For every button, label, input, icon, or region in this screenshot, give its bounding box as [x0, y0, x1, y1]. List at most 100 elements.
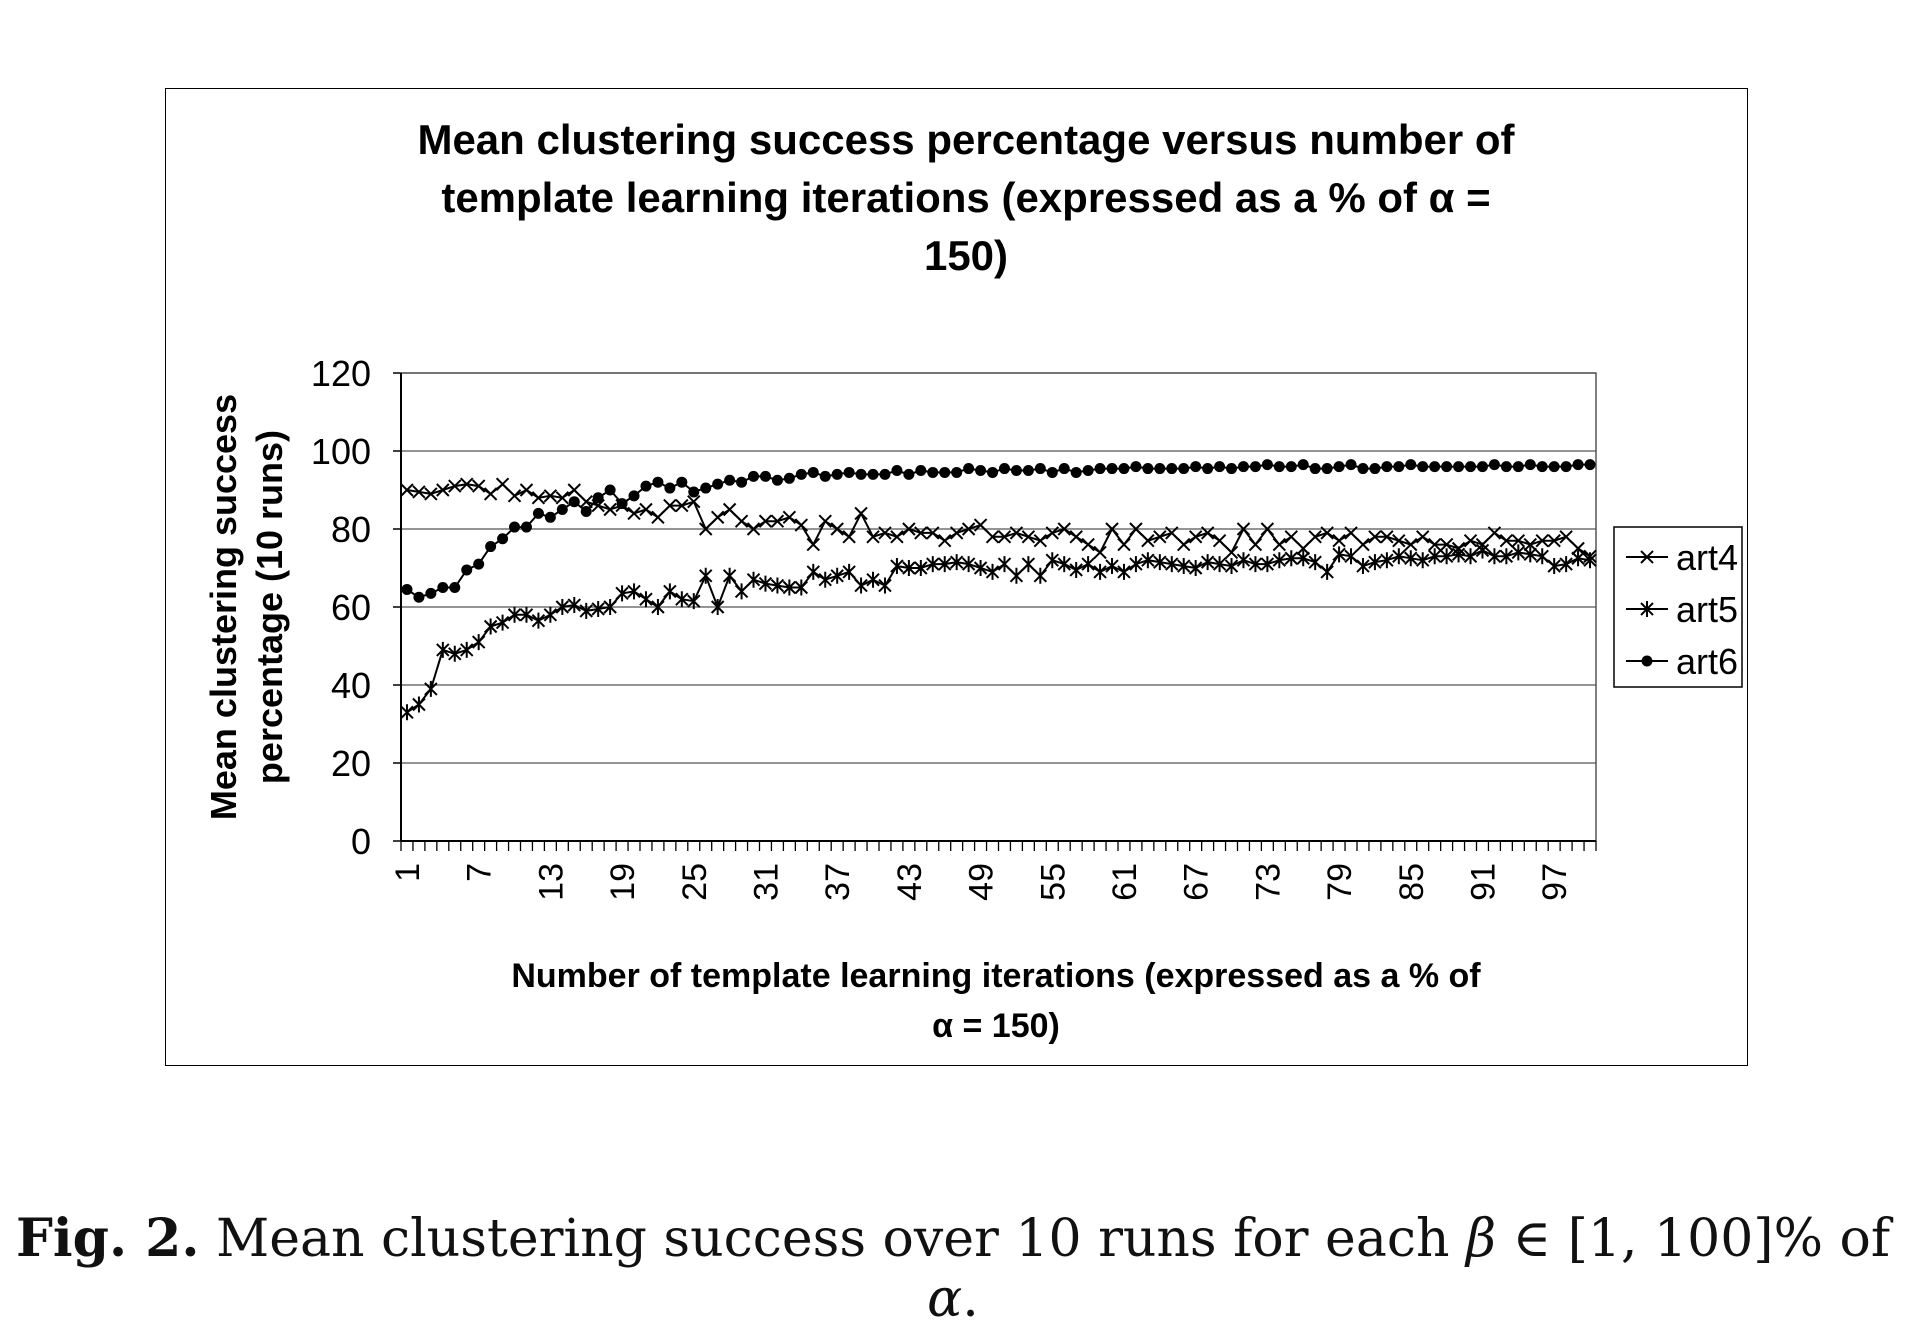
data-point-art4	[1105, 522, 1119, 536]
data-point-art4	[424, 487, 438, 501]
legend-label-art5: art5	[1676, 589, 1738, 630]
data-point-art6	[998, 463, 1010, 475]
data-point-art6	[628, 490, 640, 502]
data-point-art6	[1130, 461, 1142, 473]
data-point-art4	[1416, 530, 1430, 544]
data-point-art4	[1427, 537, 1442, 552]
data-point-art6	[1082, 465, 1094, 476]
data-point-art5	[1404, 550, 1418, 567]
data-point-art5	[1284, 550, 1298, 567]
data-point-art4	[1093, 545, 1107, 560]
data-point-art5	[949, 554, 964, 571]
data-point-art5	[1296, 550, 1310, 567]
data-point-art5	[1105, 558, 1119, 575]
data-point-art6	[1285, 461, 1297, 473]
data-point-art6	[676, 476, 688, 488]
data-point-art4	[1129, 522, 1143, 536]
data-point-art5	[615, 585, 629, 602]
data-point-art4	[710, 510, 725, 525]
data-point-art6	[987, 466, 999, 478]
data-point-art5	[1487, 548, 1502, 565]
x-tick-label: 1	[389, 863, 427, 882]
data-point-art5	[471, 634, 486, 651]
data-point-art4	[1141, 533, 1155, 548]
y-tick-label: 0	[351, 821, 371, 862]
data-point-art4	[949, 526, 964, 540]
data-point-art6	[616, 498, 628, 510]
chart-title-line: Mean clustering success percentage versu…	[417, 116, 1515, 163]
data-point-art4	[1272, 537, 1287, 552]
caption-beta: β	[1465, 1209, 1497, 1269]
data-point-art5	[770, 577, 785, 594]
data-point-art6	[1465, 461, 1477, 473]
data-point-art4	[412, 485, 426, 499]
data-point-art6	[425, 587, 437, 599]
data-point-art6	[1369, 463, 1381, 475]
data-point-art6	[1333, 461, 1345, 473]
data-point-art4	[448, 479, 462, 493]
data-point-art5	[687, 593, 701, 610]
x-tick-label: 19	[604, 863, 642, 901]
data-point-art6	[843, 466, 855, 478]
data-point-art5	[412, 696, 426, 713]
data-point-art5	[1416, 552, 1430, 569]
x-tick-label: 49	[963, 863, 1001, 901]
data-point-art5	[866, 571, 880, 588]
data-point-art6	[831, 468, 843, 480]
data-point-art4	[1009, 526, 1024, 540]
data-point-art5	[973, 560, 988, 576]
data-point-art6	[1022, 465, 1034, 476]
data-point-art5	[424, 680, 438, 697]
y-axis-label-line: Mean clustering success	[203, 394, 244, 820]
data-point-art6	[1560, 461, 1572, 473]
data-point-art5	[1535, 548, 1549, 565]
data-point-art4	[961, 522, 976, 536]
data-point-art6	[1237, 461, 1249, 473]
data-point-art5	[1272, 552, 1287, 569]
series-line-art5	[406, 549, 1591, 714]
data-point-art4	[639, 502, 653, 517]
data-point-art6	[592, 492, 604, 504]
data-point-art6	[580, 505, 592, 517]
data-point-art5	[1033, 567, 1048, 584]
data-point-art4	[1057, 522, 1071, 536]
data-point-art6	[449, 582, 461, 593]
x-tick-label: 13	[532, 863, 570, 901]
data-point-art6	[1524, 459, 1536, 471]
chart-title-line: template learning iterations (expressed …	[441, 174, 1490, 221]
data-point-art5	[1057, 556, 1071, 573]
data-point-art4	[973, 518, 988, 532]
data-point-art4	[1535, 533, 1549, 548]
x-tick-label: 61	[1106, 863, 1144, 901]
caption-text-before: Mean clustering success over 10 runs for…	[199, 1209, 1466, 1269]
data-point-art4	[985, 530, 1000, 544]
data-point-art5	[1153, 554, 1167, 571]
data-point-art5	[460, 641, 474, 658]
data-point-art6	[975, 465, 987, 476]
data-point-art6	[1453, 461, 1465, 473]
data-point-art5	[1332, 546, 1346, 563]
data-point-art5	[1236, 552, 1251, 569]
data-point-art5	[507, 606, 522, 623]
data-point-art6	[748, 470, 760, 482]
data-point-art4	[543, 489, 558, 503]
data-point-art6	[1070, 466, 1082, 478]
data-point-art4	[507, 489, 522, 503]
data-point-art5	[758, 575, 773, 592]
data-point-art5	[1344, 548, 1358, 565]
data-point-art6	[1309, 463, 1321, 475]
x-tick-label: 73	[1249, 863, 1287, 901]
series-line-art4	[406, 482, 1591, 558]
data-point-art6	[497, 533, 509, 545]
data-point-art6	[1058, 463, 1070, 475]
x-tick-label: 7	[461, 863, 499, 882]
data-point-art6	[1010, 465, 1022, 476]
data-point-art6	[963, 463, 975, 475]
data-point-art6	[1202, 463, 1214, 475]
data-point-art6	[819, 470, 831, 482]
data-point-art6	[1357, 463, 1369, 475]
data-point-art5	[627, 583, 641, 600]
data-point-art5	[1069, 561, 1083, 578]
x-axis-label-line: Number of template learning iterations (…	[511, 957, 1481, 995]
line-chart: Mean clustering success percentage versu…	[203, 116, 1743, 1045]
